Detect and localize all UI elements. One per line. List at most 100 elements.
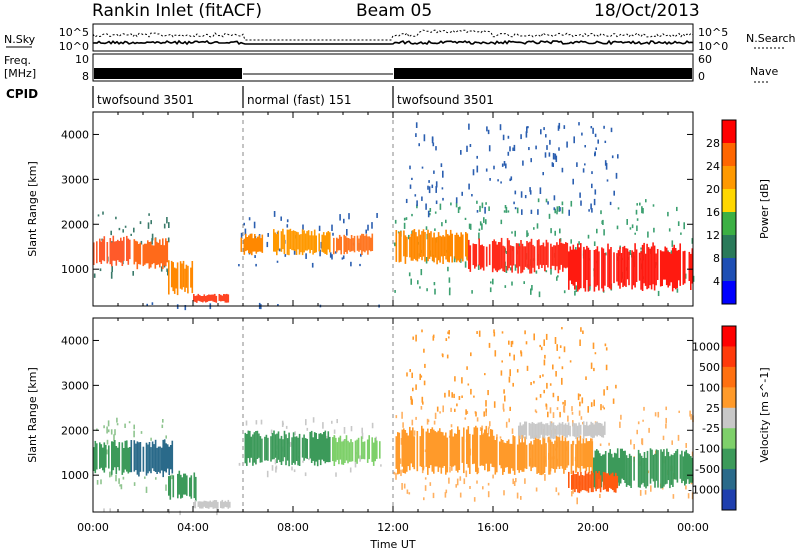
data-patch-column	[430, 429, 432, 466]
data-patch-column	[379, 441, 381, 459]
colorbar-label: Power [dB]	[758, 179, 771, 239]
halo-cell	[106, 439, 109, 445]
halo-cell	[280, 216, 282, 221]
halo-cell	[425, 257, 428, 264]
halo-cell	[278, 248, 281, 252]
data-patch-column	[590, 470, 593, 493]
data-patch-column	[466, 429, 468, 464]
data-patch-column	[610, 453, 613, 486]
data-patch-column	[568, 251, 570, 290]
halo-cell	[266, 241, 269, 248]
data-patch-column	[651, 449, 653, 479]
data-patch-column	[151, 245, 154, 265]
data-patch-column	[436, 432, 438, 467]
halo-cell	[476, 200, 478, 204]
data-patch-column	[316, 439, 319, 467]
data-patch-column	[212, 294, 215, 302]
data-patch-column	[318, 433, 320, 460]
data-patch-column	[615, 453, 617, 489]
data-patch-column	[354, 440, 357, 462]
halo-cell	[376, 213, 378, 218]
halo-cell	[144, 476, 146, 479]
data-patch-column	[548, 436, 550, 475]
data-patch-column	[351, 442, 354, 462]
data-patch-column	[112, 441, 115, 471]
data-patch-column	[337, 238, 339, 251]
halo-cell	[489, 287, 492, 293]
data-patch-column	[358, 238, 360, 252]
data-patch-column	[178, 470, 181, 495]
halo-cell	[424, 363, 426, 368]
data-patch-column	[465, 232, 467, 257]
data-patch-column	[563, 441, 565, 474]
halo-cell	[482, 486, 484, 490]
data-patch-column	[575, 444, 577, 473]
halo-cell	[439, 411, 441, 414]
data-patch-column	[193, 502, 195, 508]
halo-cell	[571, 406, 573, 412]
data-patch-column	[664, 246, 666, 280]
data-patch-column	[690, 456, 692, 483]
data-patch-column	[643, 452, 646, 487]
data-patch-column	[124, 440, 127, 470]
halo-cell	[457, 207, 460, 214]
data-patch-column	[542, 423, 544, 438]
freq-label-1: Freq.	[4, 54, 31, 67]
halo-cell	[487, 491, 490, 498]
halo-cell	[643, 406, 645, 411]
data-patch-column	[356, 439, 358, 464]
data-patch-column	[542, 242, 545, 266]
cpid-segment-label: twofsound 3501	[397, 93, 494, 107]
halo-cell	[512, 147, 514, 151]
data-patch-column	[463, 427, 465, 474]
halo-cell	[260, 304, 262, 310]
halo-cell	[336, 419, 338, 424]
halo-cell	[403, 217, 406, 221]
data-patch-column	[181, 477, 184, 498]
halo-cell	[485, 202, 487, 205]
data-patch-column	[591, 422, 594, 439]
halo-cell	[414, 194, 417, 197]
data-patch-column	[446, 437, 449, 473]
data-patch-column	[148, 242, 151, 269]
data-patch-column	[344, 236, 347, 252]
data-patch-column	[599, 475, 602, 493]
halo-cell	[511, 231, 513, 234]
halo-cell	[599, 443, 602, 447]
halo-cell	[476, 331, 478, 334]
halo-cell	[401, 469, 404, 473]
halo-cell	[535, 487, 538, 492]
halo-cell	[492, 474, 494, 479]
halo-cell	[581, 397, 584, 404]
halo-cell	[483, 217, 485, 223]
data-patch-column	[214, 293, 216, 303]
halo-cell	[434, 228, 436, 231]
data-patch-column	[282, 228, 284, 250]
data-patch-column	[556, 242, 558, 267]
halo-cell	[151, 238, 153, 245]
data-patch-column	[413, 229, 416, 259]
halo-cell	[451, 392, 453, 398]
halo-cell	[342, 255, 345, 259]
data-patch-column	[496, 437, 498, 473]
data-patch-column	[310, 231, 313, 250]
data-patch-column	[340, 236, 342, 255]
data-patch-column	[353, 235, 356, 253]
halo-cell	[499, 436, 502, 439]
halo-cell	[605, 252, 607, 256]
halo-cell	[441, 187, 444, 190]
halo-cell	[578, 241, 580, 245]
data-patch-column	[579, 424, 582, 435]
data-patch-column	[223, 294, 225, 302]
data-patch-column	[691, 248, 694, 284]
data-patch-column	[599, 453, 601, 479]
halo-cell	[557, 492, 560, 496]
halo-cell	[410, 278, 412, 285]
data-patch-column	[647, 247, 650, 289]
halo-cell	[411, 399, 413, 405]
halo-cell	[637, 421, 640, 425]
data-patch-column	[587, 425, 589, 436]
data-patch-column	[566, 441, 568, 468]
data-patch-column	[482, 246, 485, 271]
halo-cell	[636, 225, 638, 232]
